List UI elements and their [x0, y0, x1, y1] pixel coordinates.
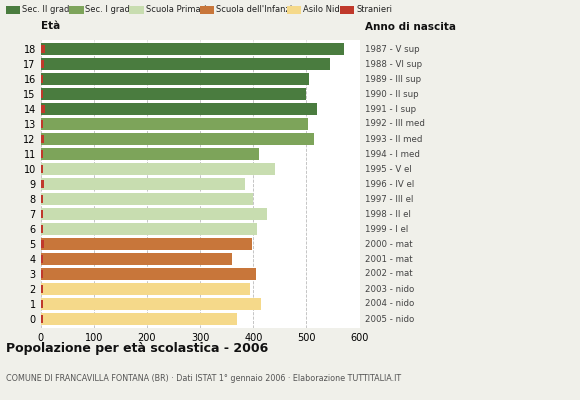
Bar — [41, 135, 44, 143]
Text: 1987 - V sup: 1987 - V sup — [365, 44, 420, 54]
Bar — [41, 268, 256, 280]
Bar — [41, 90, 43, 98]
Bar — [41, 43, 344, 55]
Text: 1997 - III el: 1997 - III el — [365, 194, 414, 204]
Text: 2001 - mat: 2001 - mat — [365, 254, 413, 264]
Text: 1994 - I med: 1994 - I med — [365, 150, 420, 158]
Text: 2005 - nido: 2005 - nido — [365, 314, 415, 324]
Bar — [41, 120, 43, 128]
Text: 2004 - nido: 2004 - nido — [365, 300, 415, 308]
Text: Sec. II grado: Sec. II grado — [22, 6, 75, 14]
Text: Età: Età — [41, 21, 60, 31]
Text: 2002 - mat: 2002 - mat — [365, 270, 413, 278]
Bar — [41, 45, 45, 53]
Text: Scuola dell'Infanzia: Scuola dell'Infanzia — [216, 6, 297, 14]
Text: 1991 - I sup: 1991 - I sup — [365, 104, 416, 114]
Bar — [41, 150, 43, 158]
Text: 1999 - I el: 1999 - I el — [365, 224, 409, 234]
Bar — [41, 210, 43, 218]
Bar — [41, 105, 45, 113]
Bar — [41, 285, 43, 293]
Bar — [41, 238, 252, 250]
Text: Stranieri: Stranieri — [356, 6, 392, 14]
Bar — [41, 240, 44, 248]
Bar — [41, 225, 43, 233]
Bar — [41, 58, 331, 70]
Bar — [41, 298, 261, 310]
Bar — [41, 208, 267, 220]
Bar — [41, 315, 43, 323]
Text: 1996 - IV el: 1996 - IV el — [365, 180, 415, 188]
Text: 2003 - nido: 2003 - nido — [365, 284, 415, 294]
Bar — [41, 253, 232, 265]
Bar — [41, 75, 43, 83]
Bar — [41, 193, 253, 205]
Text: Scuola Primaria: Scuola Primaria — [146, 6, 211, 14]
Text: 1995 - V el: 1995 - V el — [365, 164, 412, 174]
Bar — [41, 88, 306, 100]
Text: Sec. I grado: Sec. I grado — [85, 6, 136, 14]
Bar — [41, 195, 43, 203]
Bar — [41, 313, 237, 325]
Bar — [41, 283, 249, 295]
Bar — [41, 180, 44, 188]
Bar — [41, 103, 317, 115]
Text: Anno di nascita: Anno di nascita — [365, 22, 456, 32]
Bar — [41, 178, 245, 190]
Bar — [41, 300, 43, 308]
Bar — [41, 255, 43, 263]
Text: 1993 - II med: 1993 - II med — [365, 134, 423, 144]
Text: 1992 - III med: 1992 - III med — [365, 120, 425, 128]
Bar — [41, 60, 44, 68]
Text: 1990 - II sup: 1990 - II sup — [365, 90, 419, 98]
Bar — [41, 165, 43, 173]
Bar — [41, 148, 259, 160]
Bar — [41, 133, 314, 145]
Bar — [41, 223, 257, 235]
Text: 1998 - II el: 1998 - II el — [365, 210, 411, 218]
Text: 2000 - mat: 2000 - mat — [365, 240, 413, 248]
Text: Asilo Nido: Asilo Nido — [303, 6, 345, 14]
Bar — [41, 73, 309, 85]
Bar — [41, 163, 274, 175]
Bar — [41, 118, 308, 130]
Text: Popolazione per età scolastica - 2006: Popolazione per età scolastica - 2006 — [6, 342, 268, 355]
Text: 1989 - III sup: 1989 - III sup — [365, 74, 422, 84]
Text: 1988 - VI sup: 1988 - VI sup — [365, 60, 422, 68]
Text: COMUNE DI FRANCAVILLA FONTANA (BR) · Dati ISTAT 1° gennaio 2006 · Elaborazione T: COMUNE DI FRANCAVILLA FONTANA (BR) · Dat… — [6, 374, 401, 383]
Bar — [41, 270, 43, 278]
